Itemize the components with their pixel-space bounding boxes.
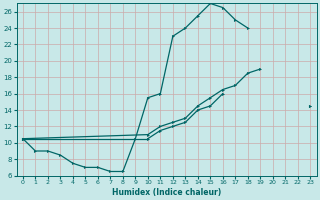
X-axis label: Humidex (Indice chaleur): Humidex (Indice chaleur)	[112, 188, 221, 197]
